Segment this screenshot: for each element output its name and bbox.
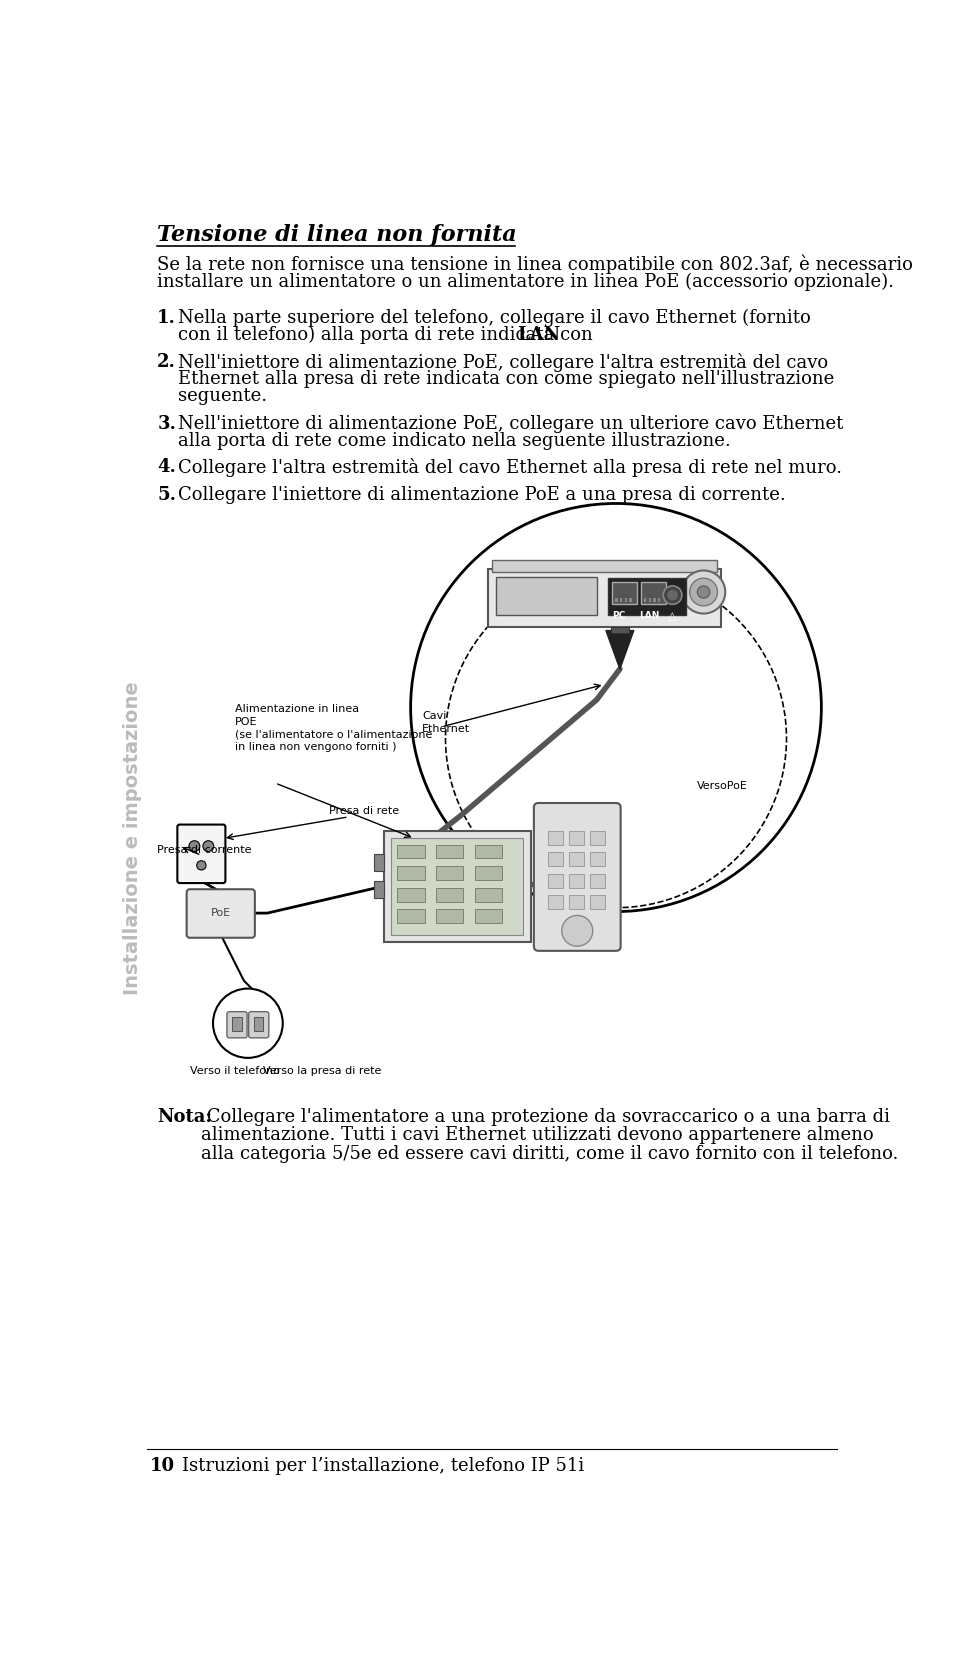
FancyBboxPatch shape bbox=[249, 1012, 269, 1038]
Text: Tensione di linea non fornita: Tensione di linea non fornita bbox=[157, 224, 516, 246]
Text: installare un alimentatore o un alimentatore in linea PoE (accessorio opzionale): installare un alimentatore o un alimenta… bbox=[157, 274, 894, 291]
Bar bbox=[548, 874, 564, 887]
FancyBboxPatch shape bbox=[178, 824, 226, 884]
Bar bbox=[232, 1017, 242, 1031]
Bar bbox=[609, 578, 685, 615]
Text: 3.: 3. bbox=[157, 415, 176, 434]
Bar bbox=[568, 830, 585, 844]
Polygon shape bbox=[606, 631, 634, 669]
FancyBboxPatch shape bbox=[227, 1012, 247, 1038]
Bar bbox=[620, 598, 622, 601]
Bar bbox=[568, 895, 585, 909]
Text: alimentazione. Tutti i cavi Ethernet utilizzati devono appartenere almeno: alimentazione. Tutti i cavi Ethernet uti… bbox=[202, 1126, 874, 1144]
Circle shape bbox=[562, 915, 592, 947]
Bar bbox=[548, 830, 564, 844]
Text: LAN: LAN bbox=[639, 611, 660, 620]
Bar bbox=[548, 852, 564, 865]
Bar bbox=[615, 598, 617, 601]
Circle shape bbox=[663, 586, 682, 605]
Bar bbox=[436, 844, 464, 859]
Text: Installazione e impostazione: Installazione e impostazione bbox=[123, 681, 142, 995]
Bar bbox=[625, 598, 627, 601]
Text: Presa di rete: Presa di rete bbox=[329, 806, 399, 816]
Text: Verso la presa di rete: Verso la presa di rete bbox=[263, 1066, 382, 1076]
Text: Nell'iniettore di alimentazione PoE, collegare l'altra estremità del cavo: Nell'iniettore di alimentazione PoE, col… bbox=[179, 354, 828, 372]
Bar bbox=[612, 581, 636, 603]
Bar bbox=[397, 844, 424, 859]
Bar bbox=[649, 598, 651, 601]
Bar bbox=[488, 570, 721, 626]
Text: con il telefono) alla porta di rete indicata con: con il telefono) alla porta di rete indi… bbox=[179, 326, 593, 344]
Bar bbox=[611, 626, 629, 633]
Text: Collegare l'iniettore di alimentazione PoE a una presa di corrente.: Collegare l'iniettore di alimentazione P… bbox=[179, 485, 786, 503]
Text: LAN: LAN bbox=[517, 326, 561, 344]
Text: seguente.: seguente. bbox=[179, 387, 267, 405]
Bar bbox=[644, 598, 646, 601]
Text: PC: PC bbox=[612, 611, 626, 620]
Text: Istruzioni per l’installazione, telefono IP 51i: Istruzioni per l’installazione, telefono… bbox=[182, 1457, 585, 1475]
Text: Presa di corrente: Presa di corrente bbox=[157, 844, 252, 854]
Bar bbox=[374, 880, 383, 897]
FancyBboxPatch shape bbox=[534, 802, 621, 950]
Bar bbox=[568, 852, 585, 865]
Text: 5.: 5. bbox=[157, 485, 177, 503]
Bar bbox=[658, 598, 660, 601]
Circle shape bbox=[189, 840, 200, 852]
Bar bbox=[653, 598, 656, 601]
Text: 4.: 4. bbox=[157, 458, 176, 477]
Bar bbox=[548, 895, 564, 909]
FancyBboxPatch shape bbox=[186, 889, 254, 938]
Text: Se la rete non fornisce una tensione in linea compatibile con 802.3af, è necessa: Se la rete non fornisce una tensione in … bbox=[157, 254, 913, 274]
Text: .: . bbox=[545, 326, 551, 344]
Text: △: △ bbox=[668, 611, 677, 621]
Circle shape bbox=[667, 590, 678, 601]
Bar bbox=[436, 887, 464, 902]
Bar bbox=[397, 865, 424, 880]
Text: VersoPoE: VersoPoE bbox=[697, 781, 748, 791]
Text: alla categoria 5/5e ed essere cavi diritti, come il cavo fornito con il telefono: alla categoria 5/5e ed essere cavi dirit… bbox=[202, 1144, 899, 1163]
Text: Nell'iniettore di alimentazione PoE, collegare un ulteriore cavo Ethernet: Nell'iniettore di alimentazione PoE, col… bbox=[179, 415, 844, 434]
Text: 10: 10 bbox=[150, 1457, 175, 1475]
Bar bbox=[383, 830, 531, 942]
Circle shape bbox=[411, 503, 822, 912]
Bar bbox=[254, 1017, 263, 1031]
Bar bbox=[496, 576, 596, 615]
Text: Collegare l'altra estremità del cavo Ethernet alla presa di rete nel muro.: Collegare l'altra estremità del cavo Eth… bbox=[179, 458, 842, 477]
Bar bbox=[475, 844, 502, 859]
Text: Ethernet alla presa di rete indicata con come spiegato nell'illustrazione: Ethernet alla presa di rete indicata con… bbox=[179, 370, 834, 389]
Circle shape bbox=[697, 586, 709, 598]
Bar bbox=[568, 874, 585, 887]
Bar bbox=[475, 909, 502, 924]
Bar bbox=[589, 830, 605, 844]
Circle shape bbox=[197, 860, 206, 870]
Circle shape bbox=[689, 578, 717, 606]
Text: alla porta di rete come indicato nella seguente illustrazione.: alla porta di rete come indicato nella s… bbox=[179, 432, 731, 450]
Text: Alimentazione in linea
POE
(se l'alimentatore o l'alimentazione
in linea non ven: Alimentazione in linea POE (se l'aliment… bbox=[234, 704, 432, 752]
Bar bbox=[492, 560, 717, 571]
Bar bbox=[374, 854, 383, 870]
Text: Collegare l'alimentatore a una protezione da sovraccarico o a una barra di: Collegare l'alimentatore a una protezion… bbox=[202, 1108, 890, 1126]
Bar bbox=[629, 598, 632, 601]
Bar bbox=[589, 874, 605, 887]
Text: 2.: 2. bbox=[157, 354, 176, 372]
Bar bbox=[641, 581, 665, 603]
Text: Verso il telefono: Verso il telefono bbox=[190, 1066, 279, 1076]
Text: Nota:: Nota: bbox=[157, 1108, 212, 1126]
Text: 1.: 1. bbox=[157, 309, 176, 327]
Bar bbox=[436, 909, 464, 924]
Bar bbox=[475, 887, 502, 902]
Text: PoE: PoE bbox=[210, 909, 230, 919]
Bar bbox=[392, 839, 523, 935]
Circle shape bbox=[203, 840, 214, 852]
Text: Nella parte superiore del telefono, collegare il cavo Ethernet (fornito: Nella parte superiore del telefono, coll… bbox=[179, 309, 811, 327]
Bar bbox=[436, 865, 464, 880]
Bar bbox=[589, 895, 605, 909]
Bar bbox=[397, 887, 424, 902]
Bar bbox=[475, 865, 502, 880]
Bar bbox=[589, 852, 605, 865]
Bar bbox=[397, 909, 424, 924]
Circle shape bbox=[213, 988, 283, 1058]
Text: Cavi
Ethernet: Cavi Ethernet bbox=[422, 711, 470, 734]
Circle shape bbox=[682, 570, 725, 613]
